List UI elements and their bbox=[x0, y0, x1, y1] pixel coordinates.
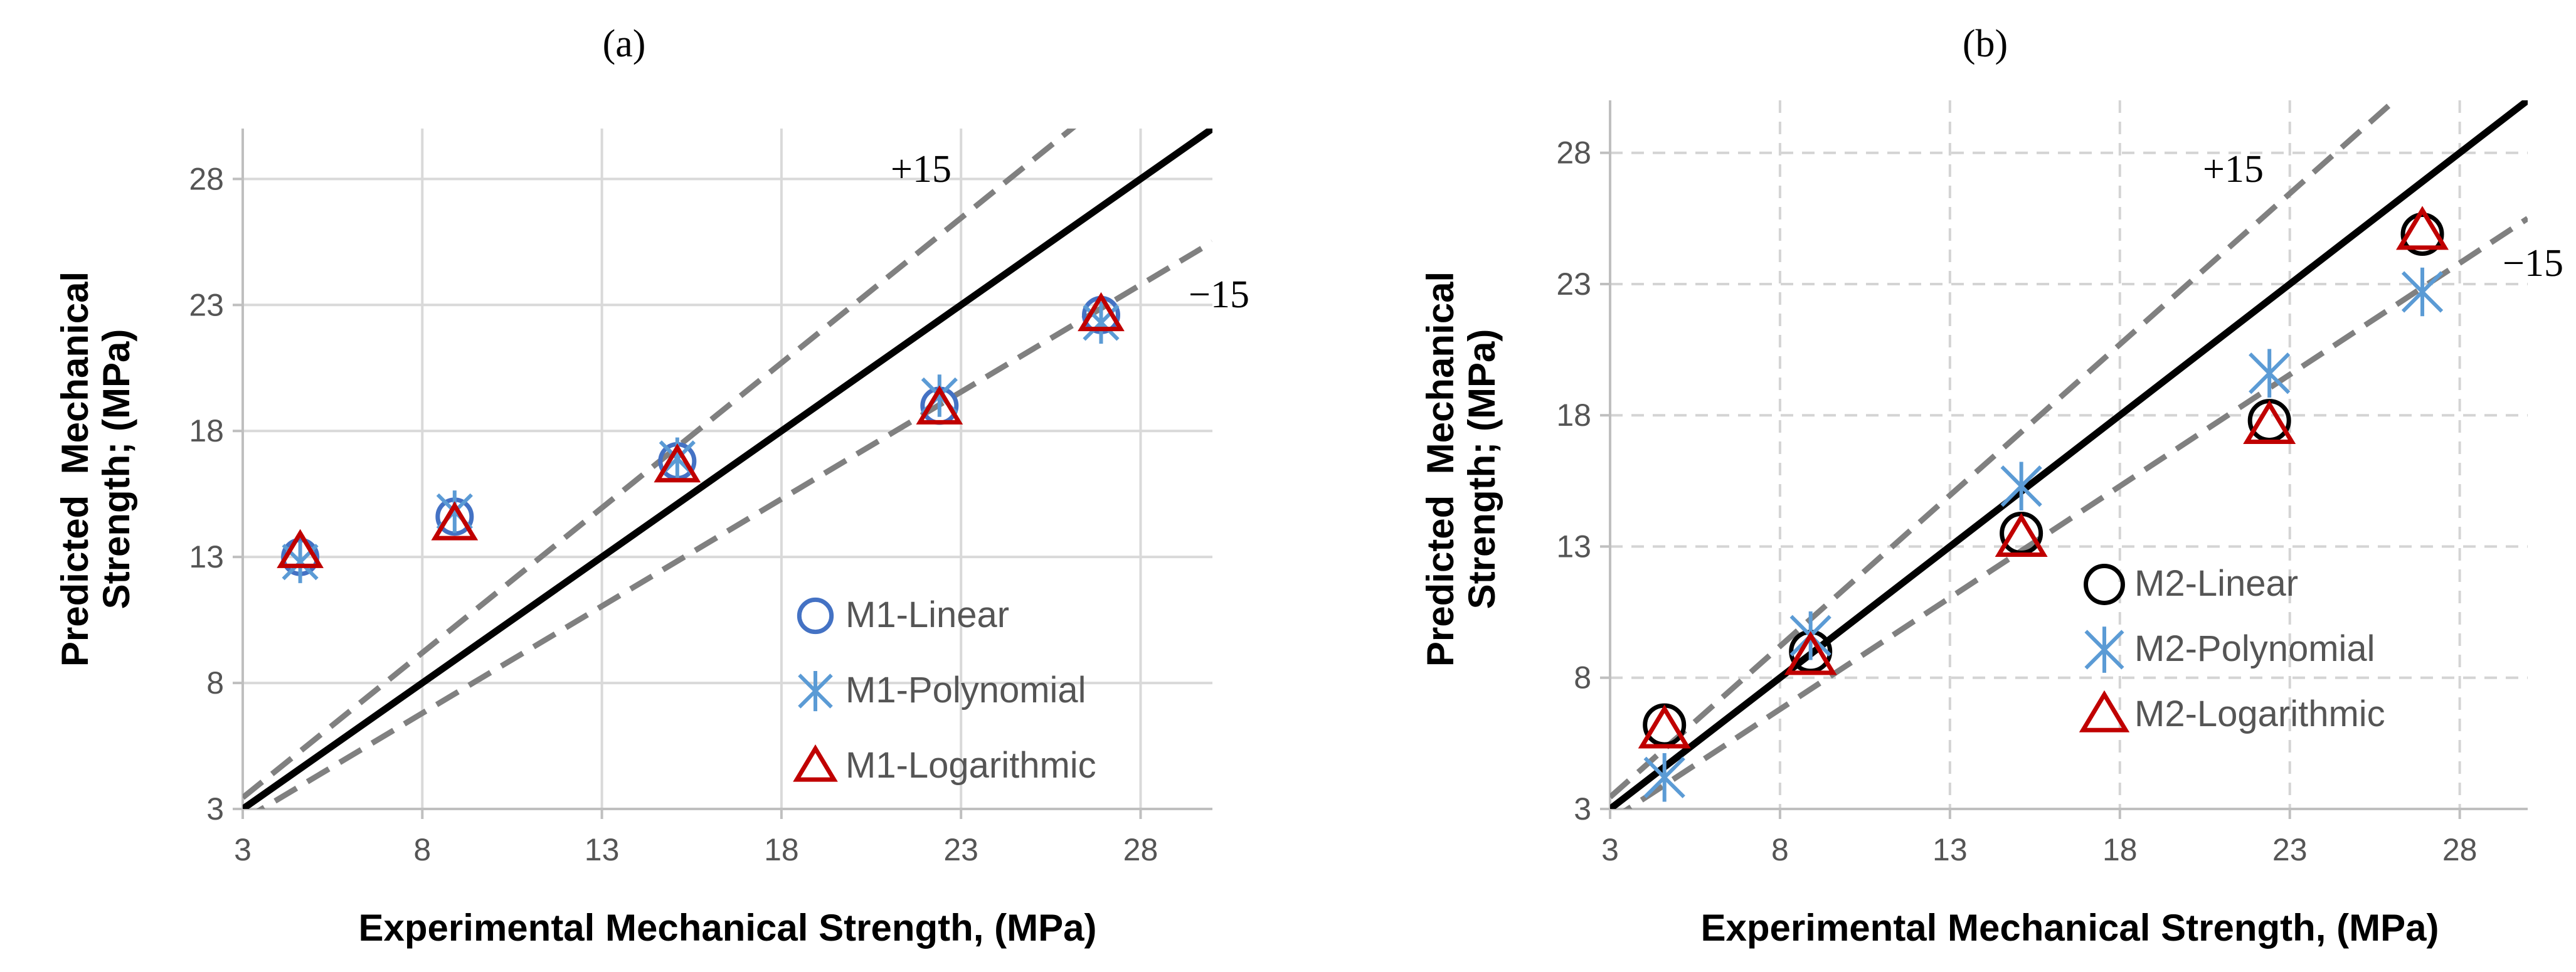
minus15-label: −15 bbox=[1189, 273, 1249, 316]
y-tick-label: 13 bbox=[1556, 529, 1591, 564]
legend-marker bbox=[2084, 564, 2125, 605]
legend-label: M2-Logarithmic bbox=[2134, 694, 2385, 734]
data-point bbox=[1643, 753, 1685, 802]
x-tick-label: 23 bbox=[943, 832, 978, 867]
x-tick-label: 3 bbox=[234, 832, 252, 867]
series-circle bbox=[281, 295, 1120, 576]
series-asterisk bbox=[282, 301, 1120, 583]
data-point bbox=[654, 443, 701, 483]
y-tick-label: 23 bbox=[189, 287, 224, 322]
data-point bbox=[1638, 704, 1691, 749]
minus15-label: −15 bbox=[2503, 242, 2563, 285]
plus15-label: +15 bbox=[891, 148, 951, 191]
legend-marker bbox=[797, 597, 834, 635]
y-tick-label: 3 bbox=[206, 791, 224, 827]
reference-line-identity bbox=[243, 129, 1212, 809]
data-point bbox=[1083, 301, 1120, 344]
panel-label: (b) bbox=[1963, 23, 2008, 65]
x-axis-title: Experimental Mechanical Strength, (MPa) bbox=[1701, 907, 2439, 949]
series-asterisk bbox=[1643, 267, 2444, 802]
x-tick-label: 28 bbox=[2442, 832, 2478, 867]
x-tick-label: 18 bbox=[764, 832, 799, 867]
legend-marker bbox=[2084, 626, 2124, 673]
y-tick-label: 28 bbox=[1556, 135, 1591, 171]
data-point bbox=[916, 385, 963, 425]
y-tick-label: 18 bbox=[1556, 398, 1591, 433]
reference-line-identity bbox=[1610, 100, 2528, 809]
reference-line-minus15 bbox=[1623, 216, 2528, 809]
panel-b: 3 8 13 18 23 28 3 8 13 18 23 28 +15 −15 M2-Linear M2-Po… bbox=[1419, 23, 2563, 949]
data-point bbox=[2249, 349, 2291, 398]
x-tick-label: 18 bbox=[2102, 832, 2138, 867]
data-point bbox=[1784, 631, 1837, 675]
legend-label: M1-Polynomial bbox=[845, 670, 1086, 711]
y-axis-title-line: Strength; (MPa) bbox=[95, 329, 137, 610]
x-tick-label: 28 bbox=[1123, 832, 1158, 867]
data-point bbox=[1995, 513, 2048, 557]
legend-marker bbox=[2079, 690, 2130, 732]
reference-lines bbox=[243, 129, 1212, 809]
x-tick-label: 13 bbox=[1932, 832, 1968, 867]
reference-line-plus15 bbox=[243, 129, 1077, 800]
data-point bbox=[2396, 206, 2449, 250]
data-point bbox=[431, 501, 479, 541]
legend-marker bbox=[798, 670, 833, 712]
y-tick-label: 18 bbox=[189, 413, 224, 448]
plus15-label: +15 bbox=[2203, 148, 2264, 191]
legend: M1-Linear M1-Polynomial M1-Logarithmic bbox=[793, 594, 1096, 786]
legend-label: M1-Logarithmic bbox=[845, 745, 1096, 786]
legend-marker bbox=[793, 744, 838, 782]
y-tick-label: 28 bbox=[189, 161, 224, 196]
panel-label: (a) bbox=[603, 23, 646, 65]
data-point bbox=[1078, 292, 1125, 332]
y-tick-label: 3 bbox=[1574, 791, 1591, 827]
x-tick-label: 8 bbox=[413, 832, 431, 867]
reference-line-minus15 bbox=[256, 239, 1212, 809]
y-tick-label: 8 bbox=[206, 665, 224, 700]
data-point bbox=[2243, 400, 2296, 445]
panel-a: 3 8 13 18 23 28 3 8 13 18 23 28 +15 −15 M1-Linear M1-Po… bbox=[54, 23, 1249, 949]
reference-line-plus15 bbox=[1610, 100, 2399, 800]
y-axis-title-line: Predicted Mechanical bbox=[54, 272, 96, 667]
x-tick-label: 23 bbox=[2272, 832, 2308, 867]
y-tick-label: 8 bbox=[1574, 660, 1591, 695]
data-point bbox=[277, 529, 324, 568]
y-tick-label: 23 bbox=[1556, 267, 1591, 302]
y-tick-label: 13 bbox=[189, 539, 224, 574]
legend-label: M1-Linear bbox=[845, 594, 1009, 635]
legend-label: M2-Linear bbox=[2134, 563, 2298, 604]
data-point bbox=[2400, 212, 2444, 256]
legend-label: M2-Polynomial bbox=[2134, 628, 2375, 669]
legend: M2-Linear M2-Polynomial M2-Logarithmic bbox=[2079, 563, 2385, 734]
y-axis-title-line: Strength; (MPa) bbox=[1461, 329, 1503, 610]
x-tick-label: 13 bbox=[585, 832, 620, 867]
y-axis-title-line: Predicted Mechanical bbox=[1419, 272, 1461, 667]
data-point bbox=[2401, 267, 2444, 317]
y-axis-title: Predicted MechanicalStrength; (MPa) bbox=[1419, 272, 1503, 667]
reference-lines bbox=[1610, 100, 2528, 809]
y-axis-title: Predicted MechanicalStrength; (MPa) bbox=[54, 272, 137, 667]
series-triangle bbox=[1638, 206, 2449, 749]
data-point bbox=[2000, 462, 2042, 510]
x-tick-label: 3 bbox=[1601, 832, 1619, 867]
series-triangle bbox=[277, 292, 1125, 568]
x-axis-title: Experimental Mechanical Strength, (MPa) bbox=[359, 907, 1097, 949]
x-tick-label: 8 bbox=[1771, 832, 1789, 867]
